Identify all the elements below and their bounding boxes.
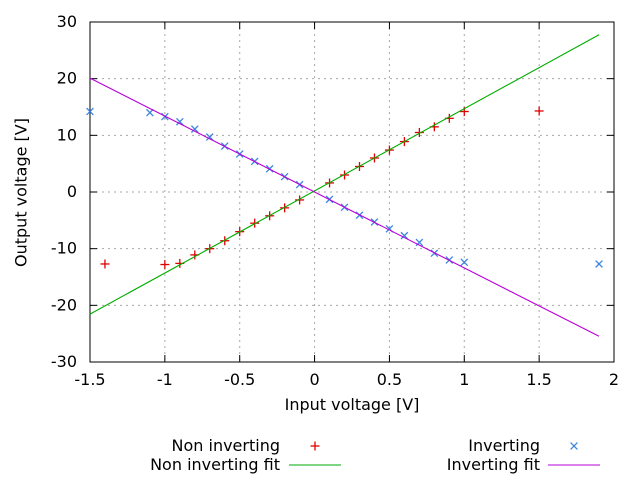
data-point-cross [86,107,94,116]
x-tick-label: -1.5 [74,370,105,389]
x-axis-label: Input voltage [V] [284,395,420,414]
data-point-cross [460,258,469,267]
x-tick-label: 2 [609,370,619,389]
data-point-cross [385,224,394,233]
x-tick-label: -0.5 [224,370,255,389]
data-point-cross [205,133,214,141]
x-tick-label: 1.5 [526,370,551,389]
y-tick-label: 20 [57,69,77,88]
data-point-cross [415,238,424,247]
y-tick-label: -10 [51,239,77,258]
legend-label-non-inverting-fit: Non inverting fit [150,455,280,474]
y-tick-label: 30 [57,12,77,31]
legend-sample-cross [570,442,578,450]
fit-line [89,77,600,337]
data-point-cross [146,108,154,117]
x-tick-label: 0.5 [377,370,402,389]
y-tick-label: -20 [51,295,77,314]
data-point-cross [400,231,409,240]
data-point-cross [595,260,603,268]
y-tick-label: 0 [67,182,77,201]
x-tick-label: 0 [309,370,319,389]
data-point-cross [175,117,184,126]
plot-frame [89,21,615,363]
legend-label-inverting-fit: Inverting fit [446,455,540,474]
y-tick-label: -30 [51,352,77,371]
legend-label-non-inverting: Non inverting [171,436,280,455]
y-tick-label: 10 [57,125,77,144]
y-axis-label: Output voltage [V] [11,118,31,267]
x-tick-label: 1 [459,370,469,389]
fit-line [89,34,600,315]
data-point-cross [190,125,199,133]
legend-label-inverting: Inverting [468,436,540,455]
x-tick-label: -1 [157,370,173,389]
